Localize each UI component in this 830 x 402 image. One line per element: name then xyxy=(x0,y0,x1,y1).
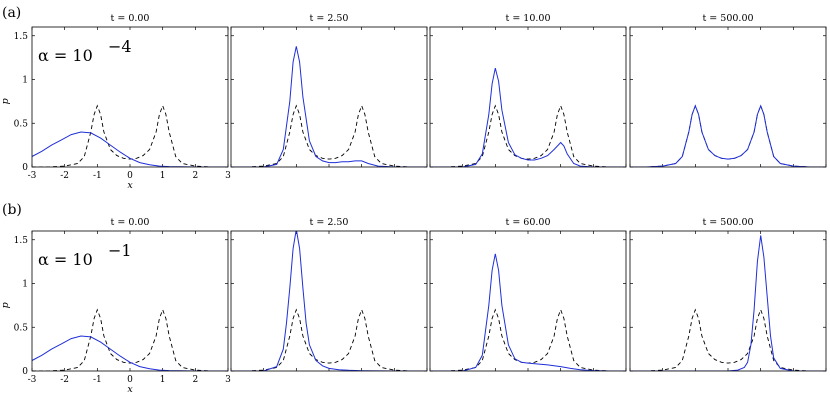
series-group xyxy=(630,104,826,167)
plot-panel: t = 0.00 -3 -2 -1 0 1 2 3 0 0.5 1 1.5 x p xyxy=(0,217,231,395)
x-tick-label: 1 xyxy=(160,375,166,385)
density-line xyxy=(32,335,228,371)
target-density-line xyxy=(231,104,427,167)
x-tick-label: -1 xyxy=(93,375,102,385)
y-tick-label: 1.5 xyxy=(14,32,29,42)
x-tick-label: -1 xyxy=(93,171,102,181)
panel-title: t = 0.00 xyxy=(111,217,150,228)
x-tick-label: 3 xyxy=(225,171,231,181)
x-tick-label: 3 xyxy=(225,375,231,385)
plot-panel: t = 2.50 xyxy=(230,217,428,372)
plot-panel: t = 500.00 xyxy=(629,217,827,372)
panel-frame xyxy=(629,26,827,168)
target-density-line xyxy=(231,308,427,371)
density-line xyxy=(430,253,626,371)
y-tick-label: 1 xyxy=(22,76,28,86)
series-group xyxy=(630,235,826,371)
row-label: (a) xyxy=(2,5,21,21)
target-density-line xyxy=(32,104,228,167)
panel-frame xyxy=(230,26,428,168)
alpha-exponent: −4 xyxy=(108,37,132,56)
y-axis-label: p xyxy=(0,98,11,104)
x-tick-label: -2 xyxy=(60,171,69,181)
panel-title: t = 2.50 xyxy=(310,217,349,228)
y-tick-label: 0.5 xyxy=(14,119,29,129)
y-tick-label: 0 xyxy=(22,367,28,377)
panel-frame xyxy=(429,26,627,168)
x-tick-label: -3 xyxy=(28,375,37,385)
series-group xyxy=(231,46,427,167)
x-tick-label: 2 xyxy=(192,375,198,385)
density-line xyxy=(430,67,626,167)
density-line xyxy=(32,131,228,167)
target-density-line xyxy=(32,308,228,371)
y-axis-label: p xyxy=(0,302,11,308)
x-tick-label: 0 xyxy=(127,171,133,181)
x-tick-label: -2 xyxy=(60,375,69,385)
target-density-line xyxy=(630,104,826,167)
panel-title: t = 500.00 xyxy=(702,13,753,24)
y-tick-label: 1 xyxy=(22,280,28,290)
density-line xyxy=(630,104,826,167)
x-tick-label: 1 xyxy=(160,171,166,181)
series-group xyxy=(32,308,228,371)
target-density-line xyxy=(630,308,826,371)
x-tick-label: -3 xyxy=(28,171,37,181)
density-line xyxy=(231,46,427,167)
y-tick-label: 1.5 xyxy=(14,236,29,246)
panel-title: t = 0.00 xyxy=(111,13,150,24)
y-tick-label: 0 xyxy=(22,163,28,173)
panel-title: t = 10.00 xyxy=(505,13,550,24)
x-axis-label: x xyxy=(127,180,133,191)
alpha-parameter-label: α = 10 xyxy=(38,46,93,65)
density-line xyxy=(231,231,427,371)
density-line xyxy=(630,235,826,371)
target-density-line xyxy=(430,308,626,371)
series-group xyxy=(430,67,626,167)
x-tick-label: 2 xyxy=(192,171,198,181)
panel-title: t = 60.00 xyxy=(505,217,550,228)
panel-frame xyxy=(31,230,229,372)
alpha-exponent: −1 xyxy=(108,241,132,260)
plot-panel: t = 500.00 xyxy=(629,13,827,168)
panel-title: t = 2.50 xyxy=(310,13,349,24)
series-group xyxy=(231,231,427,371)
panel-frame xyxy=(31,26,229,168)
plot-panel: t = 2.50 xyxy=(230,13,428,168)
x-axis-label: x xyxy=(127,384,133,395)
panel-frame xyxy=(429,230,627,372)
series-group xyxy=(430,253,626,371)
plot-panel: t = 0.00 -3 -2 -1 0 1 2 3 0 0.5 1 1.5 x p xyxy=(0,13,231,191)
panel-frame xyxy=(629,230,827,372)
series-group xyxy=(32,104,228,167)
plot-panel: t = 10.00 xyxy=(429,13,627,168)
x-tick-label: 0 xyxy=(127,375,133,385)
panel-frame xyxy=(230,230,428,372)
alpha-parameter-label: α = 10 xyxy=(38,250,93,269)
plot-panel: t = 60.00 xyxy=(429,217,627,372)
target-density-line xyxy=(430,104,626,167)
row-label: (b) xyxy=(2,202,22,218)
y-tick-label: 0.5 xyxy=(14,323,29,333)
panel-title: t = 500.00 xyxy=(702,217,753,228)
